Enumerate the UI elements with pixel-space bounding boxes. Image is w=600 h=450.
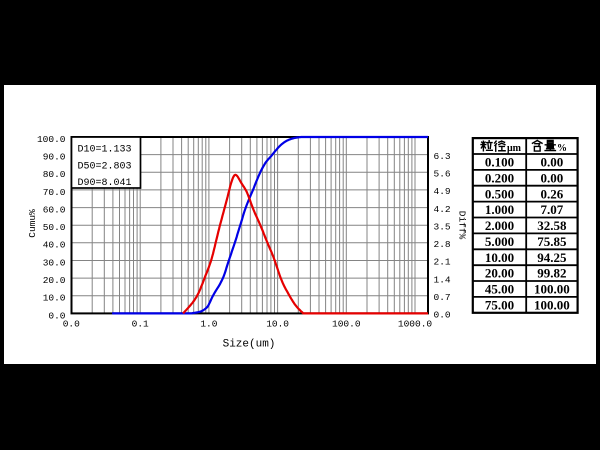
svg-text:45.00: 45.00 (485, 282, 514, 297)
svg-text:0.00: 0.00 (541, 155, 564, 170)
svg-text:1000.0: 1000.0 (398, 319, 433, 330)
svg-text:10.0: 10.0 (266, 319, 289, 330)
svg-text:100.00: 100.00 (534, 282, 570, 297)
svg-text:0.26: 0.26 (541, 186, 564, 201)
svg-text:μm: μm (507, 143, 522, 154)
svg-text:1.000: 1.000 (485, 202, 514, 217)
svg-text:4.9: 4.9 (434, 186, 451, 197)
svg-text:2.000: 2.000 (485, 218, 514, 233)
svg-text:0.200: 0.200 (485, 170, 514, 185)
svg-text:Cumu%: Cumu% (27, 209, 38, 238)
svg-text:Size(um): Size(um) (223, 339, 276, 351)
svg-text:0.0: 0.0 (63, 319, 80, 330)
svg-text:70.0: 70.0 (43, 187, 66, 198)
svg-text:6.3: 6.3 (434, 151, 451, 162)
svg-text:D10=1.133: D10=1.133 (78, 145, 132, 156)
svg-text:99.82: 99.82 (537, 266, 566, 281)
svg-text:0.0: 0.0 (434, 310, 451, 321)
svg-text:0.00: 0.00 (541, 170, 564, 185)
svg-text:32.58: 32.58 (537, 218, 567, 233)
svg-text:0.500: 0.500 (485, 186, 514, 201)
svg-text:100.0: 100.0 (332, 319, 361, 330)
svg-text:2.1: 2.1 (434, 257, 451, 268)
svg-text:100.0: 100.0 (37, 134, 66, 145)
svg-text:40.0: 40.0 (43, 240, 66, 251)
svg-text:1.0: 1.0 (200, 319, 217, 330)
svg-text:20.00: 20.00 (485, 266, 514, 281)
svg-text:50.0: 50.0 (43, 222, 66, 233)
svg-text:1.4: 1.4 (434, 274, 451, 285)
svg-text:100.00: 100.00 (534, 298, 570, 313)
svg-text:0.0: 0.0 (48, 310, 65, 321)
svg-text:60.0: 60.0 (43, 205, 66, 216)
svg-text:7.07: 7.07 (541, 202, 564, 217)
svg-text:10.00: 10.00 (485, 250, 514, 265)
svg-text:D50=2.803: D50=2.803 (78, 162, 132, 173)
svg-text:%: % (557, 143, 567, 154)
svg-text:90.0: 90.0 (43, 152, 66, 163)
svg-text:20.0: 20.0 (43, 275, 66, 286)
svg-text:0.100: 0.100 (485, 155, 514, 170)
svg-text:5.6: 5.6 (434, 169, 451, 180)
svg-text:0.1: 0.1 (132, 319, 149, 330)
svg-text:80.0: 80.0 (43, 169, 66, 180)
svg-text:3.5: 3.5 (434, 221, 451, 232)
svg-text:75.85: 75.85 (537, 234, 567, 249)
svg-text:D90=8.041: D90=8.041 (78, 178, 132, 189)
svg-text:Diff%: Diff% (457, 211, 468, 240)
svg-text:94.25: 94.25 (537, 250, 567, 265)
svg-text:5.000: 5.000 (485, 234, 514, 249)
svg-text:2.8: 2.8 (434, 239, 451, 250)
svg-text:10.0: 10.0 (43, 293, 66, 304)
svg-text:75.00: 75.00 (485, 298, 514, 313)
svg-text:0.7: 0.7 (434, 292, 451, 303)
svg-text:30.0: 30.0 (43, 257, 66, 268)
svg-text:4.2: 4.2 (434, 204, 451, 215)
